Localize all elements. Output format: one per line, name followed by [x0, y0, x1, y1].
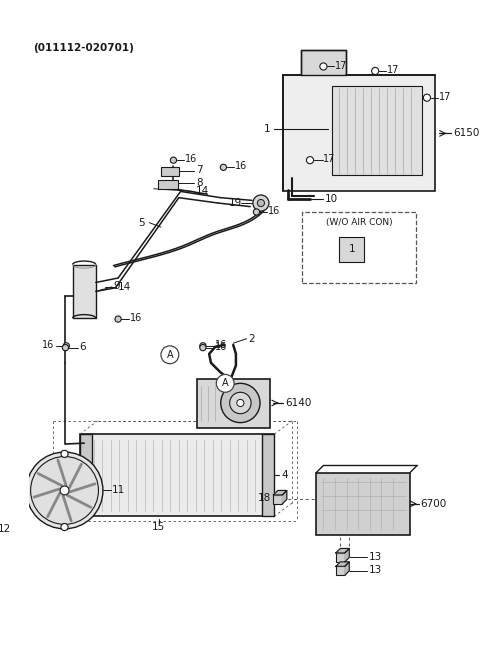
Bar	[339, 237, 364, 262]
Text: (W/O AIR CON): (W/O AIR CON)	[326, 218, 393, 227]
Text: 5: 5	[138, 218, 144, 228]
Text: 18: 18	[257, 493, 271, 502]
Circle shape	[320, 63, 327, 70]
Circle shape	[115, 316, 121, 322]
Text: 14: 14	[196, 186, 209, 196]
Bar	[316, 472, 410, 535]
Text: 16: 16	[268, 206, 280, 216]
Bar	[283, 75, 435, 192]
Text: 4: 4	[281, 470, 288, 480]
Text: 17: 17	[439, 92, 451, 102]
Circle shape	[220, 164, 227, 171]
Bar	[274, 495, 282, 504]
Text: 6150: 6150	[453, 129, 479, 138]
Circle shape	[372, 68, 379, 75]
Bar	[336, 566, 345, 575]
Bar	[301, 51, 346, 75]
Text: 16: 16	[215, 342, 227, 352]
Bar	[302, 212, 416, 283]
Circle shape	[61, 523, 68, 531]
Polygon shape	[282, 491, 287, 504]
Bar	[262, 434, 274, 516]
Circle shape	[253, 195, 269, 211]
Text: 12: 12	[0, 524, 11, 534]
Circle shape	[63, 342, 70, 349]
Text: 16: 16	[235, 161, 247, 171]
Text: 1: 1	[264, 124, 270, 134]
Text: 17: 17	[324, 154, 336, 164]
Bar	[332, 86, 421, 175]
Text: 16: 16	[130, 313, 142, 323]
Circle shape	[257, 199, 264, 207]
Bar	[336, 553, 345, 562]
Polygon shape	[336, 548, 349, 553]
Text: 6700: 6700	[420, 499, 447, 509]
Circle shape	[423, 94, 431, 101]
Polygon shape	[345, 548, 349, 562]
Circle shape	[200, 344, 206, 351]
Circle shape	[61, 450, 68, 457]
Circle shape	[31, 457, 98, 524]
Text: 16: 16	[42, 340, 54, 350]
Polygon shape	[345, 562, 349, 575]
Text: 15: 15	[152, 522, 165, 532]
Polygon shape	[274, 491, 287, 495]
Text: 9: 9	[114, 281, 120, 291]
Bar	[158, 180, 178, 189]
Text: 10: 10	[325, 194, 338, 203]
Circle shape	[62, 344, 69, 351]
Text: 16: 16	[185, 154, 197, 164]
Bar	[80, 434, 92, 516]
Text: 6140: 6140	[285, 398, 312, 408]
Text: 13: 13	[369, 552, 382, 562]
Text: (011112-020701): (011112-020701)	[33, 43, 134, 52]
Circle shape	[200, 342, 206, 349]
Circle shape	[161, 346, 179, 363]
Bar	[80, 434, 274, 516]
Text: 7: 7	[196, 165, 203, 175]
Circle shape	[60, 486, 69, 495]
Circle shape	[253, 209, 260, 215]
Bar	[197, 379, 270, 428]
Circle shape	[221, 383, 260, 422]
Text: 6: 6	[79, 342, 85, 352]
Text: 17: 17	[387, 65, 399, 75]
Circle shape	[306, 157, 313, 164]
Circle shape	[229, 392, 251, 414]
Text: A: A	[167, 350, 173, 359]
Circle shape	[237, 400, 244, 407]
Text: 1: 1	[348, 245, 355, 255]
Text: A: A	[222, 379, 228, 388]
Circle shape	[26, 452, 103, 529]
Text: 11: 11	[112, 485, 125, 495]
Circle shape	[216, 375, 234, 392]
Text: 19: 19	[229, 198, 242, 208]
Text: 8: 8	[196, 178, 203, 188]
Bar	[72, 264, 96, 318]
Text: 13: 13	[369, 565, 382, 575]
Bar	[161, 167, 179, 176]
Circle shape	[170, 157, 177, 163]
Polygon shape	[336, 562, 349, 566]
Text: 17: 17	[335, 60, 348, 71]
Text: 2: 2	[249, 334, 255, 344]
Text: 14: 14	[118, 282, 132, 292]
Text: 16: 16	[215, 340, 227, 350]
